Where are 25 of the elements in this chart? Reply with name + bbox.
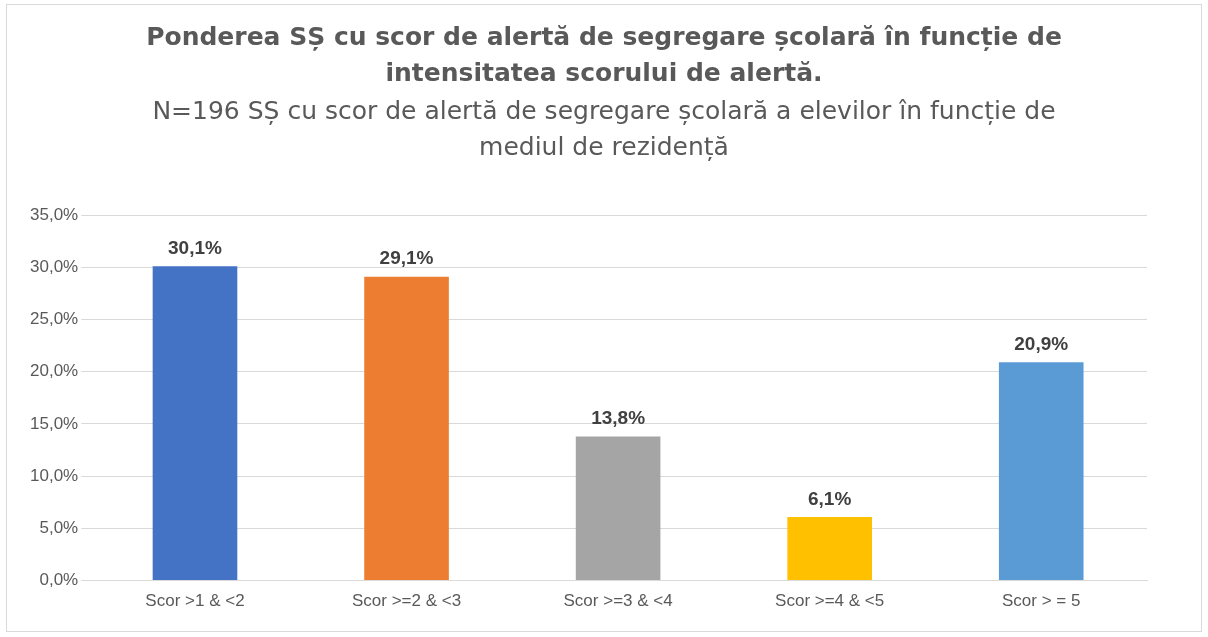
- bar: [998, 362, 1084, 581]
- y-tick-label: 25,0%: [30, 309, 79, 329]
- y-tick-label: 20,0%: [30, 361, 79, 381]
- bar: [575, 436, 661, 581]
- bar: [787, 516, 872, 581]
- x-tick-label: Scor >1 & <2: [145, 591, 245, 611]
- y-tick-label: 30,0%: [30, 256, 79, 276]
- data-label: 29,1%: [379, 247, 434, 269]
- y-tick-label: 15,0%: [30, 413, 79, 433]
- data-label: 20,9%: [1014, 333, 1069, 355]
- data-label: 13,8%: [591, 407, 646, 429]
- y-tick-label: 35,0%: [30, 204, 79, 224]
- bar: [152, 266, 238, 581]
- chart-title: Ponderea SȘ cu scor de alertă de segregare școlară în funcție de intensitatea scorului de alertă.: [145, 21, 1063, 89]
- data-label: 30,1%: [168, 236, 223, 258]
- y-tick-label: 0,0%: [39, 570, 79, 590]
- x-tick-label: Scor > = 5: [1002, 591, 1081, 611]
- y-tick-label: 5,0%: [39, 518, 79, 538]
- x-tick-label: Scor >=3 & <4: [563, 591, 673, 611]
- x-tick-label: Scor >=2 & <3: [351, 591, 462, 611]
- y-tick-label: 10,0%: [30, 465, 79, 485]
- data-label: 6,1%: [808, 487, 852, 509]
- bar: [364, 276, 449, 581]
- chart-subtitle: N=196 SȘ cu scor de alertă de segregare școlară a elevilor în funcție de mediul de rezidență: [151, 95, 1057, 163]
- x-tick-label: Scor >=4 & <5: [775, 591, 885, 611]
